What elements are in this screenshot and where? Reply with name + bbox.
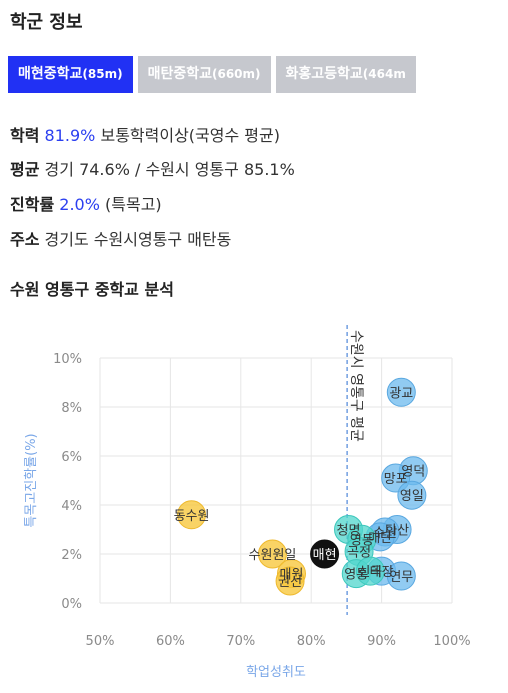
academic-desc: 보통학력이상(국영수 평균) — [100, 126, 280, 145]
data-point — [386, 561, 416, 591]
data-point-label: 매탄 — [368, 531, 392, 546]
data-point-label: 동수원 — [174, 509, 210, 524]
data-point-label: 곡정 — [347, 546, 371, 561]
info-label: 주소 — [10, 230, 40, 249]
academic-value: 81.9% — [44, 126, 96, 145]
info-address: 주소 경기도 수원시영통구 매탄동 — [10, 226, 231, 250]
x-tick-label: 100% — [433, 634, 470, 649]
data-point-label: 권선 — [278, 575, 302, 590]
data-point-label: 수원원일 — [249, 548, 297, 563]
data-point-label: 영통 — [344, 568, 368, 583]
x-tick-label: 60% — [156, 634, 185, 649]
x-tick-label: 80% — [297, 634, 326, 649]
advance-desc: (특목고) — [105, 195, 162, 214]
y-tick-label: 6% — [61, 450, 82, 465]
scatter-chart: 0% 2% 4% 6% 8% 10% 50% 60% 70% 80% 90% 100% 학업성취도 특목고… — [24, 325, 471, 680]
data-point-label: 청명 — [337, 524, 361, 539]
advance-value: 2.0% — [59, 195, 100, 214]
data-point-label: 영일 — [400, 489, 424, 504]
data-point — [177, 500, 207, 530]
data-point-label: 광교 — [389, 386, 413, 401]
info-academic: 학력 81.9% 보통학력이상(국영수 평균) — [10, 122, 280, 146]
page-title: 학군 정보 — [10, 12, 83, 33]
tab-label: 매현중학교 — [18, 66, 83, 82]
info-average: 평균 경기 74.6% / 수원시 영통구 85.1% — [10, 156, 295, 180]
data-point — [386, 377, 416, 407]
info-label: 진학률 — [10, 195, 55, 214]
data-point — [310, 539, 340, 569]
tab-label: 매탄중학교 — [147, 66, 212, 82]
address-desc: 경기도 수원시영통구 매탄동 — [44, 230, 232, 249]
y-tick-label: 0% — [61, 597, 82, 612]
data-point — [355, 556, 385, 586]
data-point-label: 신곡 — [358, 565, 382, 580]
data-point — [275, 566, 305, 596]
tab-distance: (464m — [362, 67, 406, 81]
data-point — [397, 480, 427, 510]
x-tick-label: 50% — [86, 634, 115, 649]
data-point-label: 연무 — [389, 570, 413, 585]
section-title: 수원 영통구 중학교 분석 — [10, 280, 174, 299]
data-point-label: 다산 — [385, 524, 409, 539]
data-point-label: 영덕 — [401, 465, 425, 480]
tab-distance: (85m) — [82, 67, 123, 81]
y-axis-label: 특목고진학률(%) — [24, 433, 39, 527]
data-point-label: 망포 — [384, 472, 408, 487]
x-tick-label: 70% — [226, 634, 255, 649]
y-tick-label: 4% — [61, 499, 82, 514]
data-point-label: 수원 — [373, 526, 397, 541]
info-advance: 진학률 2.0% (특목고) — [10, 191, 162, 215]
data-point-label: 매원 — [280, 568, 304, 583]
data-point — [257, 539, 287, 569]
tab-school-3[interactable]: 화홍고등학교(464m — [275, 56, 416, 93]
x-axis-label: 학업성취도 — [246, 665, 306, 680]
data-point-label: 매현 — [313, 548, 337, 563]
school-tabs: 매현중학교(85m) 매탄중학교(660m) 화홍고등학교(464m — [8, 56, 508, 93]
data-point-label: 태장 — [370, 565, 394, 580]
average-desc: 경기 74.6% / 수원시 영통구 85.1% — [44, 160, 295, 179]
y-tick-label: 10% — [53, 352, 82, 367]
tab-school-1[interactable]: 매현중학교(85m) — [8, 56, 133, 93]
average-reference-label: 수원시 영통구 평균 — [348, 330, 364, 442]
info-label: 학력 — [10, 126, 40, 145]
tab-school-2[interactable]: 매탄중학교(660m) — [137, 56, 271, 93]
data-point-label: 영동 — [350, 533, 374, 548]
info-label: 평균 — [10, 160, 40, 179]
tab-label: 화홍고등학교 — [285, 66, 363, 82]
y-tick-label: 8% — [61, 401, 82, 416]
y-tick-label: 2% — [61, 548, 82, 563]
tab-distance: (660m) — [211, 67, 261, 81]
x-tick-label: 90% — [367, 634, 396, 649]
